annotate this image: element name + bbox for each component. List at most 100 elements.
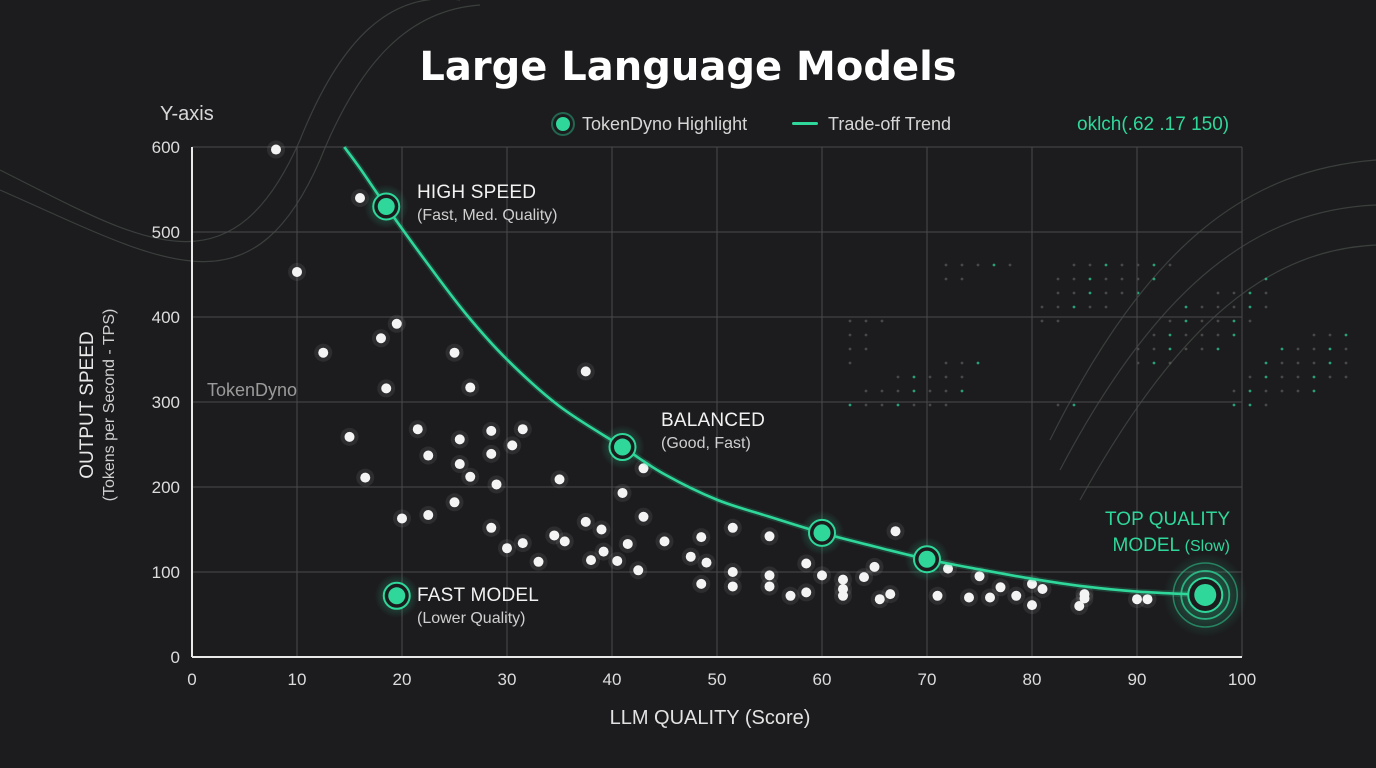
annotation-balanced: BALANCED (Good, Fast)	[661, 410, 765, 453]
data-point	[376, 333, 386, 344]
data-point	[727, 581, 738, 592]
data-point	[423, 510, 434, 521]
decorative-dot	[912, 403, 916, 407]
decorative-dot	[1152, 277, 1156, 281]
decorative-dot	[1184, 305, 1188, 309]
decorative-dot	[1328, 347, 1332, 351]
decorative-dot	[1232, 305, 1236, 309]
decorative-dot	[1232, 403, 1236, 407]
decorative-dot	[1072, 263, 1076, 267]
decorative-dot	[1120, 263, 1124, 267]
decorative-dot	[864, 333, 868, 337]
data-point	[633, 565, 644, 576]
data-point	[454, 434, 465, 445]
data-point	[397, 513, 407, 524]
decorative-dot	[1200, 333, 1204, 337]
decorative-dot	[1216, 333, 1220, 337]
decorative-dot	[1216, 319, 1220, 323]
data-point	[586, 555, 596, 566]
highlight-ring	[1172, 562, 1238, 628]
x-axis-title: LLM QUALITY (Score)	[609, 707, 811, 729]
decorative-dot	[1264, 403, 1268, 407]
decorative-dot	[1280, 375, 1284, 379]
decorative-dot	[1296, 347, 1300, 351]
decorative-dot	[944, 375, 948, 379]
data-point	[696, 578, 707, 589]
x-tick-label: 10	[288, 670, 307, 689]
data-point	[727, 522, 738, 533]
data-point	[507, 440, 518, 451]
decorative-dot	[1056, 291, 1060, 295]
data-point	[1142, 594, 1153, 605]
data-point	[381, 383, 392, 394]
data-point	[1027, 578, 1037, 589]
data-point	[701, 557, 712, 568]
y-axis-subtitle: (Tokens per Second - TPS)	[101, 308, 118, 502]
data-point	[271, 144, 281, 155]
x-tick-label: 50	[708, 670, 727, 689]
decorative-dot	[864, 389, 868, 393]
data-point	[617, 487, 628, 498]
decorative-dot	[1056, 277, 1060, 281]
decorative-dot	[944, 277, 948, 281]
data-point	[622, 538, 633, 549]
decorative-dot	[1104, 277, 1108, 281]
decorative-dot	[1200, 305, 1204, 309]
data-point	[486, 425, 497, 436]
decorative-curve	[0, 0, 460, 243]
data-point	[764, 531, 775, 542]
data-point	[985, 592, 995, 603]
data-point	[764, 581, 775, 592]
decorative-dot	[864, 319, 868, 323]
data-point	[486, 448, 497, 459]
decorative-dot	[1344, 347, 1348, 351]
legend-item-trend: Trade-off Trend	[792, 114, 951, 135]
data-point	[580, 516, 591, 527]
decorative-dot	[1232, 389, 1236, 393]
data-point	[995, 582, 1006, 593]
data-point	[360, 472, 371, 483]
data-point	[885, 589, 896, 600]
decorative-dot	[1280, 389, 1284, 393]
decorative-dot	[976, 361, 980, 365]
annotation-high-speed-sub: (Fast, Med. Quality)	[417, 207, 558, 224]
decorative-dot	[848, 347, 852, 351]
data-point	[549, 530, 560, 541]
annotation-balanced-sub: (Good, Fast)	[661, 435, 751, 452]
decorative-dot	[1088, 291, 1092, 295]
highlight-marker	[918, 550, 936, 568]
decorative-dot	[1056, 319, 1060, 323]
x-tick-label: 30	[498, 670, 517, 689]
data-point	[465, 471, 476, 482]
decorative-dot	[1216, 347, 1220, 351]
x-tick-label: 100	[1228, 670, 1256, 689]
decorative-dot	[1072, 277, 1076, 281]
decorative-dot	[1264, 389, 1268, 393]
data-point	[638, 511, 649, 522]
decorative-dot	[1104, 305, 1108, 309]
decorative-dot	[1216, 305, 1220, 309]
data-point	[391, 318, 402, 329]
decorative-dot	[1200, 319, 1204, 323]
y-tick-label: 100	[152, 563, 180, 582]
decorative-dot	[1312, 347, 1316, 351]
highlight-marker	[377, 198, 395, 215]
data-point	[412, 424, 423, 435]
decorative-dot	[1152, 333, 1156, 337]
data-point	[801, 587, 812, 598]
decorative-dot	[848, 333, 852, 337]
decorative-dot	[880, 319, 884, 323]
decorative-dot	[1312, 389, 1316, 393]
data-point	[838, 590, 848, 601]
trend-line-icon	[792, 122, 818, 125]
data-point	[580, 366, 591, 377]
decorative-dot	[896, 375, 900, 379]
y-axis-title: OUTPUT SPEED	[77, 331, 98, 479]
decorative-dot	[928, 375, 932, 379]
data-point	[974, 571, 985, 582]
decorative-dot	[1168, 263, 1172, 267]
data-point	[533, 556, 544, 567]
decorative-dot	[1248, 403, 1252, 407]
highlight-marker-icon	[556, 117, 570, 131]
